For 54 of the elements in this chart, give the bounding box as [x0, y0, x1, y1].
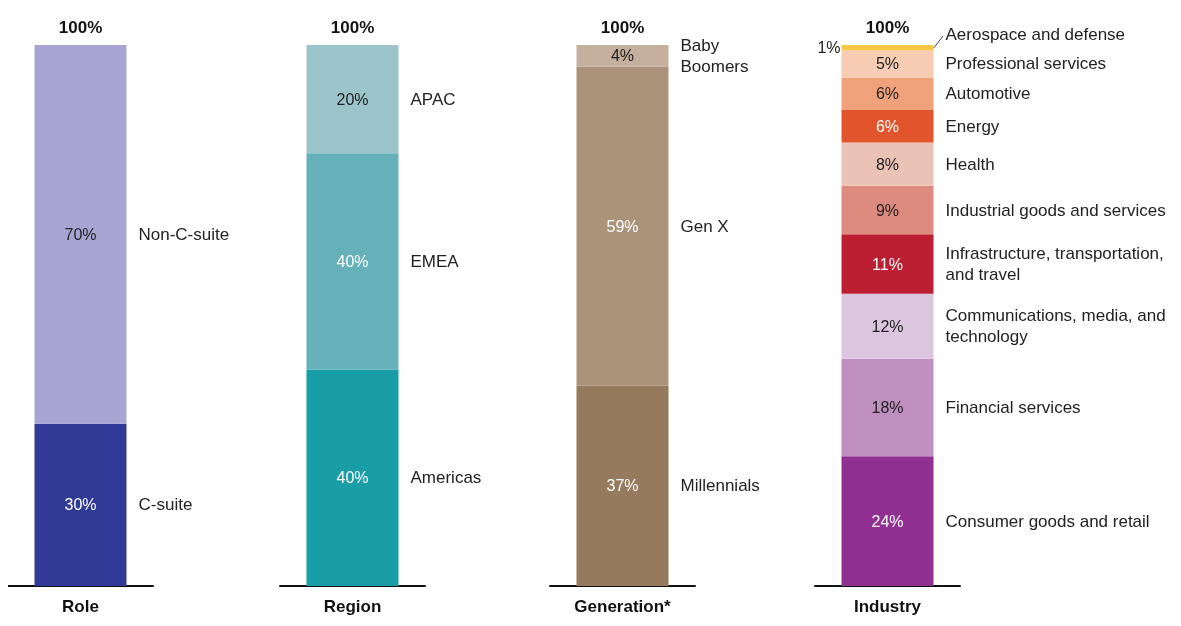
data-label: 8%	[875, 155, 900, 173]
bar	[841, 293, 934, 359]
data-label: 59%	[606, 217, 639, 235]
data-label: 20%	[336, 90, 369, 108]
data-label: 12%	[871, 317, 904, 335]
total-label: 100%	[58, 17, 103, 37]
data-label: 9%	[875, 201, 900, 219]
series-label: Energy	[945, 116, 1000, 136]
series-label: APAC	[410, 89, 456, 109]
total-label: 100%	[330, 17, 375, 37]
x-tick-label: Industry	[853, 597, 922, 616]
data-label: 37%	[606, 477, 639, 495]
total-label: 100%	[600, 17, 645, 37]
series-label: Industrial goods and services	[945, 200, 1166, 220]
bar	[841, 185, 934, 235]
data-label: 5%	[875, 55, 900, 73]
bar	[841, 234, 934, 294]
series-label: Millennials	[680, 476, 760, 496]
series-label: Americas	[410, 468, 482, 488]
total-label: 100%	[865, 17, 910, 37]
series-label: EMEA	[410, 251, 460, 271]
series-label: Professional services	[945, 54, 1107, 74]
x-tick-label: Generation*	[574, 597, 672, 616]
data-label: 4%	[610, 47, 635, 65]
x-tick-label: Role	[62, 597, 99, 616]
series-label: C-suite	[138, 495, 193, 515]
series-label: Non-C-suite	[138, 224, 230, 244]
bar	[841, 77, 934, 110]
data-label: 70%	[64, 225, 97, 243]
bar	[841, 142, 934, 186]
data-label: 6%	[875, 85, 900, 103]
data-label: 1%	[817, 39, 841, 57]
series-label: Gen X	[680, 216, 729, 236]
data-label: 30%	[64, 496, 97, 514]
series-label: Automotive	[945, 84, 1031, 104]
series-label: Aerospace and defense	[945, 25, 1126, 45]
bar	[841, 50, 934, 78]
data-label: 40%	[336, 469, 369, 487]
bar	[841, 358, 934, 457]
series-label: Financial services	[945, 397, 1081, 417]
data-label: 40%	[336, 252, 369, 270]
series-label: Baby Boomers	[680, 35, 749, 76]
series-label: Consumer goods and retail	[945, 511, 1150, 531]
series-label: Health	[945, 154, 995, 174]
bar	[841, 45, 934, 51]
bar	[841, 456, 934, 586]
series-label: Infrastructure, transportation, and travel	[945, 244, 1169, 285]
bar	[841, 109, 934, 143]
series-label: Communications, media, and technology	[945, 306, 1171, 347]
data-label: 18%	[871, 398, 904, 416]
x-tick-label: Region	[323, 597, 382, 616]
data-label: 11%	[872, 255, 903, 273]
data-label: 24%	[871, 512, 904, 530]
data-label: 6%	[875, 117, 900, 135]
